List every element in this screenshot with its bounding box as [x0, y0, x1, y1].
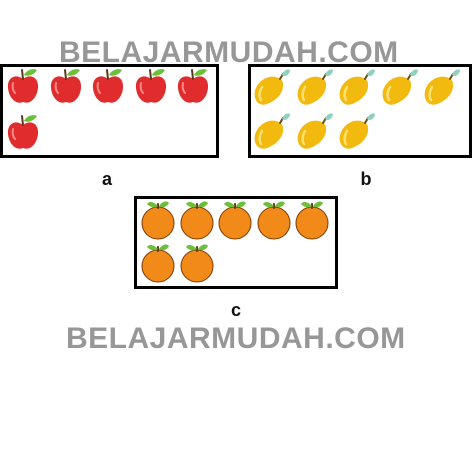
mango-icon	[250, 67, 290, 109]
mango-icon	[335, 67, 375, 109]
apple-icon	[175, 66, 211, 106]
orange-icon	[178, 243, 216, 283]
orange-icon	[139, 200, 177, 240]
orange-icon	[139, 243, 177, 283]
group-label-a: a	[101, 169, 112, 189]
apple-icon	[5, 66, 41, 106]
apple-icon	[48, 66, 84, 106]
orange-icon	[178, 200, 216, 240]
mango-icon	[378, 67, 418, 109]
mango-icon	[335, 111, 375, 153]
orange-icon	[255, 200, 293, 240]
orange-icon	[293, 200, 331, 240]
watermark-bottom: BELAJARMUDAH.COM	[66, 322, 406, 355]
apple-icon	[133, 66, 169, 106]
mango-icon	[293, 111, 333, 153]
orange-icon	[216, 200, 254, 240]
group-label-b: b	[360, 169, 372, 189]
mango-icon	[250, 111, 290, 153]
apple-icon	[5, 112, 41, 152]
mango-icon	[293, 67, 333, 109]
watermark-top: BELAJARMUDAH.COM	[59, 36, 399, 69]
group-label-c: c	[230, 300, 241, 320]
mango-icon	[420, 67, 460, 109]
apple-icon	[90, 66, 126, 106]
